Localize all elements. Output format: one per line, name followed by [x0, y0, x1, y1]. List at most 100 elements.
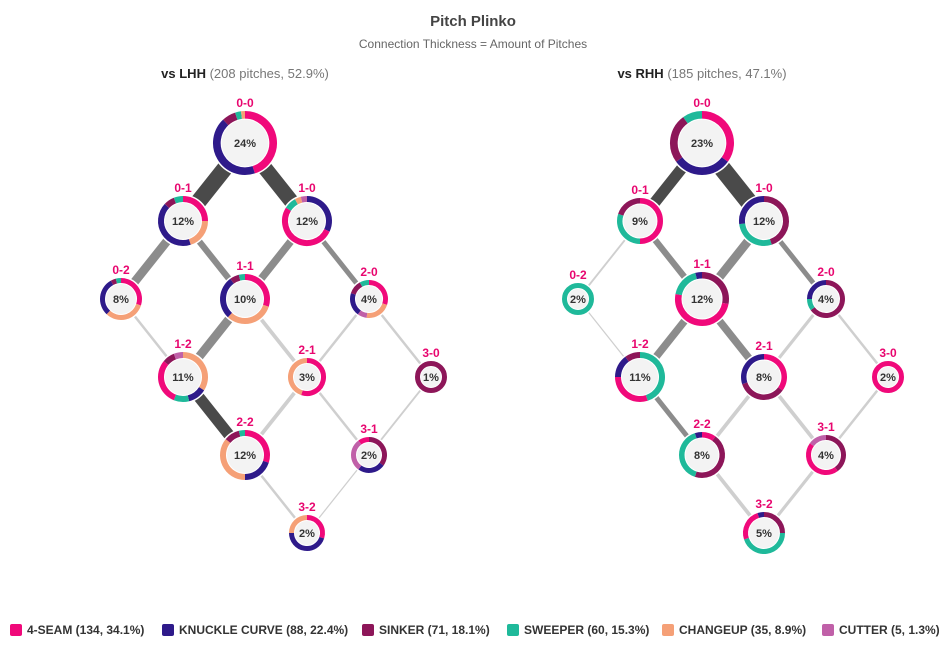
- node-count-label: 2-1: [298, 343, 316, 357]
- node-count-label: 0-2: [112, 263, 130, 277]
- node-percent-label: 2%: [299, 528, 315, 540]
- node-lhh-0-2[interactable]: 8% 0-2: [98, 263, 144, 322]
- node-count-label: 0-0: [236, 96, 254, 110]
- node-center: [356, 286, 382, 312]
- ring-segment-cutter: [809, 435, 827, 447]
- node-lhh-1-2[interactable]: 11% 1-2: [156, 337, 210, 404]
- panel-heading-lhh: vs LHH (208 pitches, 52.9%): [161, 66, 329, 81]
- ring-segment-knuckle-curve: [100, 280, 114, 315]
- node-count-label: 3-0: [879, 346, 897, 360]
- ring-segment-4-seam: [743, 513, 760, 540]
- ring-segment-sweeper: [739, 223, 772, 246]
- ring-segment-knuckle-curve: [695, 272, 703, 280]
- node-percent-label: 12%: [296, 216, 318, 228]
- node-rhh-3-1[interactable]: 4% 3-1: [804, 420, 848, 477]
- node-rhh-3-0[interactable]: 2% 3-0: [870, 346, 906, 395]
- node-percent-label: 8%: [694, 450, 710, 462]
- node-center: [165, 359, 201, 395]
- ring-segment-knuckle-curve: [244, 460, 269, 480]
- ring-segment-sinker: [163, 353, 177, 366]
- ring-segment-sinker: [810, 280, 845, 318]
- node-percent-label: 11%: [629, 372, 651, 384]
- node-percent-label: 5%: [756, 528, 772, 540]
- ring-segment-sinker: [110, 278, 118, 286]
- legend-item-sweeper: SWEEPER (60, 15.3%): [507, 623, 649, 637]
- node-lhh-1-0[interactable]: 12% 1-0: [280, 181, 334, 248]
- node-center: [221, 119, 269, 167]
- node-count-label: 3-0: [422, 346, 440, 360]
- node-lhh-3-2[interactable]: 2% 3-2: [287, 500, 327, 553]
- node-center: [682, 279, 722, 319]
- chart-title: Pitch Plinko: [430, 13, 516, 30]
- ring-segment-sweeper: [115, 278, 122, 284]
- node-rhh-0-2[interactable]: 2% 0-2: [560, 268, 596, 317]
- node-rhh-0-0[interactable]: 23% 0-0: [668, 96, 736, 177]
- node-rhh-2-2[interactable]: 8% 2-2: [677, 417, 727, 480]
- node-count-label: 0-0: [693, 96, 711, 110]
- ring-segment-sweeper: [235, 111, 243, 120]
- ring-segment-sinker: [415, 361, 447, 393]
- legend-swatch: [662, 624, 674, 636]
- node-count-label: 2-0: [817, 265, 835, 279]
- legend-label: CHANGEUP (35, 8.9%): [679, 623, 806, 637]
- node-rhh-0-1[interactable]: 9% 0-1: [615, 183, 665, 246]
- ring-segment-cutter: [351, 440, 362, 470]
- node-center: [623, 204, 657, 238]
- ring-segment-sweeper: [238, 274, 246, 281]
- node-rhh-2-1[interactable]: 8% 2-1: [739, 339, 789, 402]
- ring-segment-4-seam: [158, 361, 177, 401]
- node-count-label: 0-1: [631, 183, 649, 197]
- ring-segment-knuckle-curve: [306, 196, 332, 232]
- ring-segment-sweeper: [639, 352, 665, 401]
- ring-segment-cutter: [173, 352, 184, 360]
- ring-segment-4-seam: [120, 278, 142, 306]
- node-rhh-1-1[interactable]: 12% 1-1: [673, 257, 731, 328]
- node-rhh-3-2[interactable]: 5% 3-2: [741, 497, 787, 556]
- node-lhh-1-1[interactable]: 10% 1-1: [218, 259, 272, 326]
- ring-segment-4-seam: [282, 207, 330, 246]
- node-rhh-1-0[interactable]: 12% 1-0: [737, 181, 791, 248]
- node-count-label: 1-1: [236, 259, 254, 273]
- legend-label: SWEEPER (60, 15.3%): [524, 623, 649, 637]
- node-lhh-0-0[interactable]: 24% 0-0: [211, 96, 279, 177]
- ring-segment-sinker: [694, 436, 725, 478]
- ring-segment-sweeper: [807, 298, 815, 311]
- node-percent-label: 9%: [632, 216, 648, 228]
- node-count-label: 1-2: [174, 337, 192, 351]
- node-lhh-2-0[interactable]: 4% 2-0: [348, 265, 390, 320]
- ring-segment-4-seam: [872, 361, 904, 393]
- node-center: [295, 521, 319, 545]
- ring-segment-sweeper: [238, 430, 246, 437]
- ring-segment-changeup: [366, 303, 388, 318]
- node-count-label: 1-2: [631, 337, 649, 351]
- ring-segment-4-seam: [244, 111, 277, 174]
- ring-segment-sinker: [701, 272, 729, 305]
- node-percent-label: 1%: [423, 372, 439, 384]
- node-rhh-1-2[interactable]: 11% 1-2: [613, 337, 667, 404]
- node-lhh-0-1[interactable]: 12% 0-1: [156, 181, 210, 248]
- node-percent-label: 12%: [234, 450, 256, 462]
- node-lhh-2-2[interactable]: 12% 2-2: [218, 415, 272, 482]
- ring-segment-knuckle-curve: [694, 432, 703, 439]
- node-count-label: 2-1: [755, 339, 773, 353]
- node-percent-label: 8%: [113, 294, 129, 306]
- legend-label: CUTTER (5, 1.3%): [839, 623, 940, 637]
- node-rhh-2-0[interactable]: 4% 2-0: [805, 265, 847, 320]
- node-percent-label: 2%: [880, 372, 896, 384]
- ring-segment-knuckle-curve: [158, 203, 191, 246]
- ring-segment-sweeper: [173, 394, 190, 402]
- node-lhh-3-0[interactable]: 1% 3-0: [413, 346, 449, 395]
- ring-segment-4-seam: [182, 196, 208, 222]
- legend-item-cutter: CUTTER (5, 1.3%): [822, 623, 940, 637]
- node-percent-label: 23%: [691, 138, 713, 150]
- node-percent-label: 4%: [818, 450, 834, 462]
- node-count-label: 2-2: [693, 417, 711, 431]
- node-center: [357, 443, 381, 467]
- node-lhh-3-1[interactable]: 2% 3-1: [349, 422, 389, 475]
- node-center: [227, 281, 263, 317]
- ring-segment-4-seam: [674, 293, 729, 327]
- ring-segment-knuckle-curve: [807, 280, 827, 300]
- node-lhh-2-1[interactable]: 3% 2-1: [286, 343, 328, 398]
- ring-segment-4-seam: [301, 358, 326, 396]
